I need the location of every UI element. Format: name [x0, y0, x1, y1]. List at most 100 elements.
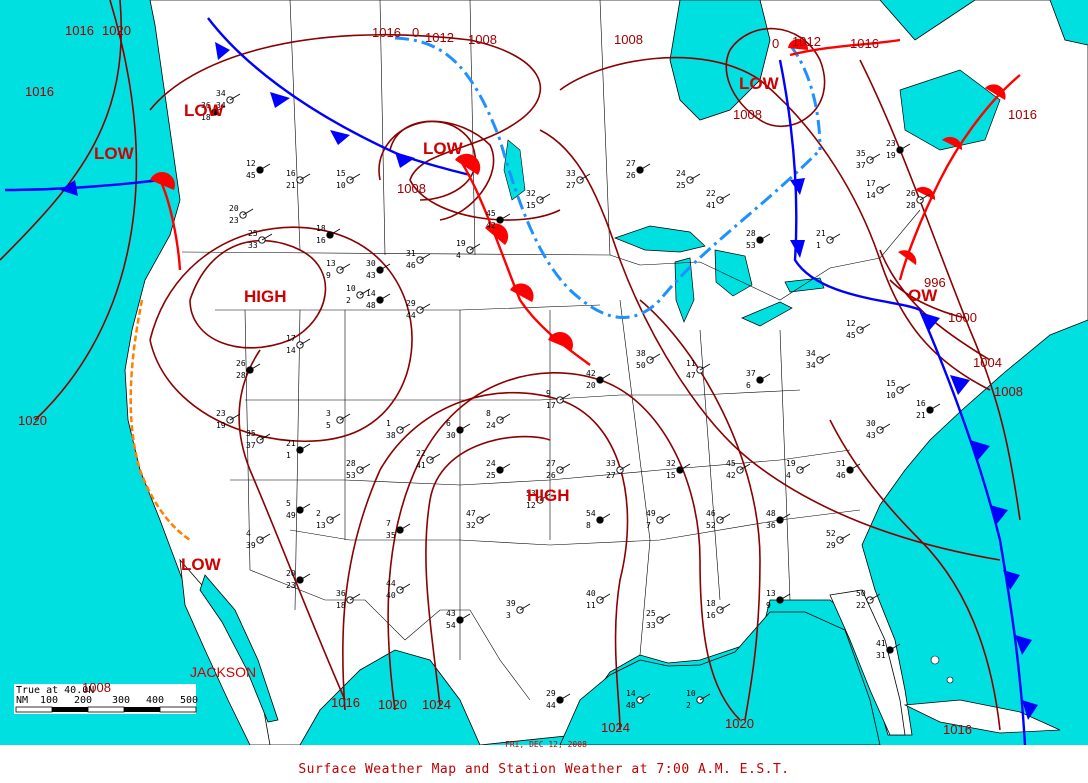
wind-barb: [649, 353, 661, 361]
station-plot: 211: [816, 229, 841, 250]
wind-barb: [679, 463, 691, 471]
wind-barb: [259, 433, 271, 441]
station-plot: 102: [686, 689, 711, 710]
station-temp: 38: [636, 349, 646, 358]
wind-barb: [839, 533, 851, 541]
station-dewpoint: 42: [726, 471, 736, 480]
station-temp: 31: [836, 459, 846, 468]
land-bahamas-1: [930, 655, 940, 665]
gulf-st-lawrence: [899, 69, 1001, 151]
wind-barb: [559, 393, 571, 401]
station-dewpoint: 24: [486, 421, 496, 430]
station-temp: 30: [366, 259, 376, 268]
station-temp: 53: [526, 489, 536, 498]
isobar-1016-se: [829, 419, 1001, 731]
isobar-labels: 1016 1020 1016 1016 0 1012 1008 1008 0 1…: [18, 23, 1037, 737]
wind-barb: [429, 453, 441, 461]
high-center-label: HIGH: [244, 287, 287, 306]
station-temp: 20: [286, 569, 296, 578]
wind-barb: [359, 288, 371, 296]
scale-bar: True at 40.0N 1008 NM 100 200 300 400 50…: [14, 680, 198, 714]
place-label-jackson: JACKSON: [190, 664, 256, 680]
wind-barb: [799, 463, 811, 471]
station-dewpoint: 32: [466, 521, 476, 530]
lake-superior: [613, 225, 706, 253]
station-dewpoint: 27: [606, 471, 616, 480]
station-temp: 25: [248, 229, 258, 238]
wind-barb: [539, 493, 551, 501]
isobar-1016-ne: [559, 56, 991, 391]
isobar-1020-high-ring: [149, 226, 413, 442]
station-temp: 31: [406, 249, 416, 258]
wind-barb: [559, 693, 571, 701]
station-temp: 26: [236, 359, 246, 368]
station-temp: 36: [336, 589, 346, 598]
wind-barb: [559, 463, 571, 471]
station-dewpoint: 4: [456, 251, 461, 260]
station-temp: 15: [336, 169, 346, 178]
wind-barb: [819, 353, 831, 361]
isobar-label: 1008: [733, 107, 762, 122]
station-dewpoint: 9: [326, 271, 331, 280]
wind-barb: [459, 423, 471, 431]
hudson-bay: [669, 0, 771, 121]
station-temp: 49: [646, 509, 656, 518]
wind-barb: [719, 513, 731, 521]
wind-barb: [329, 228, 341, 236]
wind-barb: [339, 413, 351, 421]
wind-barb: [639, 693, 651, 701]
station-dewpoint: 45: [246, 171, 256, 180]
station-temp: 33: [566, 169, 576, 178]
station-temp: 39: [506, 599, 516, 608]
station-temp: 9: [546, 389, 551, 398]
isobar-1020-se: [639, 299, 761, 721]
station-temp: 19: [786, 459, 796, 468]
isobar-1004-east: [879, 249, 991, 361]
wind-barb: [229, 93, 241, 101]
low-center-label: LOW: [739, 74, 780, 93]
station-temp: 32: [526, 189, 536, 198]
station-temp: 14: [626, 689, 636, 698]
station-dewpoint: 2: [686, 701, 691, 710]
station-temp: 54: [586, 509, 596, 518]
station-temp: 5: [286, 499, 291, 508]
isobar-label: 1008: [397, 181, 426, 196]
wind-barb: [759, 233, 771, 241]
wind-barb: [261, 233, 273, 241]
station-temp: 13: [326, 259, 336, 268]
station-dewpoint: 8: [586, 521, 591, 530]
wind-barb: [659, 513, 671, 521]
station-temp: 23: [216, 409, 226, 418]
station-temp: 21: [286, 439, 296, 448]
station-temp: 47: [466, 509, 476, 518]
station-temp: 20: [229, 204, 239, 213]
station-plot: 138: [386, 419, 411, 440]
wind-barb: [879, 183, 891, 191]
station-dewpoint: 48: [626, 701, 636, 710]
station-plot: 35: [326, 409, 351, 430]
station-temp: 10: [686, 689, 696, 698]
station-temp: 35: [246, 429, 256, 438]
station-temp: 34: [806, 349, 816, 358]
date-stamp: FRI, DEC 12, 2008: [505, 740, 587, 749]
isobar-label: 1000: [948, 310, 977, 325]
wind-barb: [779, 513, 791, 521]
low-center-label: LOW: [181, 555, 222, 574]
cold-front-canada: [207, 17, 471, 177]
wind-barb: [229, 413, 241, 421]
wind-barb: [459, 613, 471, 621]
wind-barb: [919, 193, 931, 201]
